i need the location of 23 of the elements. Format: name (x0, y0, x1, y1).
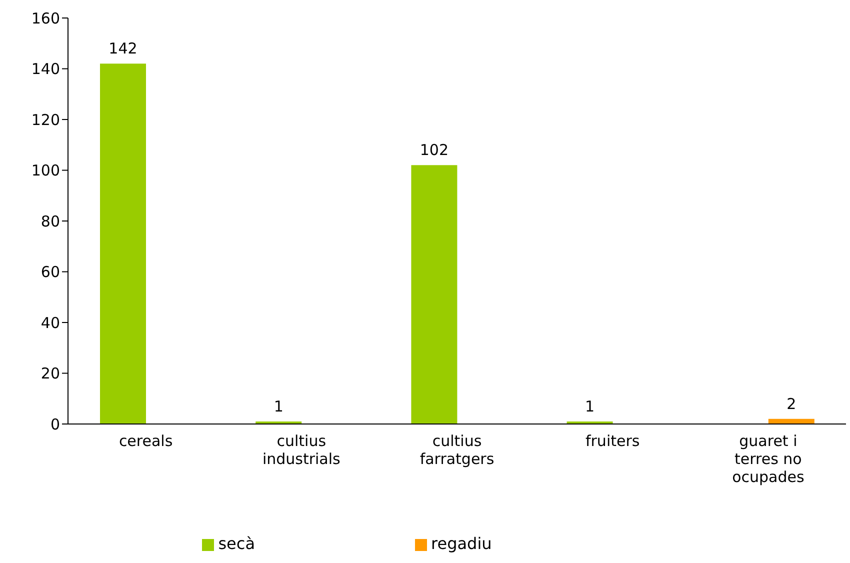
y-tick-label: 40 (40, 314, 60, 332)
data-label: 2 (786, 394, 796, 413)
x-tick-label: cultius farratgers (420, 432, 494, 468)
x-tick-label: cereals (118, 432, 173, 450)
bar (100, 64, 146, 424)
legend-label: secà (218, 534, 255, 553)
data-label: 1 (585, 397, 595, 416)
y-tick-label: 60 (40, 263, 60, 282)
data-label: 1 (274, 397, 284, 416)
legend-label: regadiu (431, 534, 492, 553)
x-tick-label: fruiters (585, 432, 640, 450)
y-tick-label: 20 (40, 364, 60, 383)
y-tick-label: 100 (31, 162, 60, 180)
data-label: 102 (420, 141, 449, 160)
y-tick-label: 80 (40, 212, 60, 230)
x-tick-label: guaret i terres no ocupades (732, 432, 804, 486)
y-tick-label: 160 (31, 9, 60, 28)
x-tick-label: cultius industrials (262, 432, 341, 468)
y-tick-label: 140 (31, 60, 60, 78)
y-tick-label: 120 (31, 110, 60, 129)
y-tick-label: 0 (50, 415, 60, 434)
data-label: 142 (108, 40, 138, 58)
bar (411, 165, 458, 424)
